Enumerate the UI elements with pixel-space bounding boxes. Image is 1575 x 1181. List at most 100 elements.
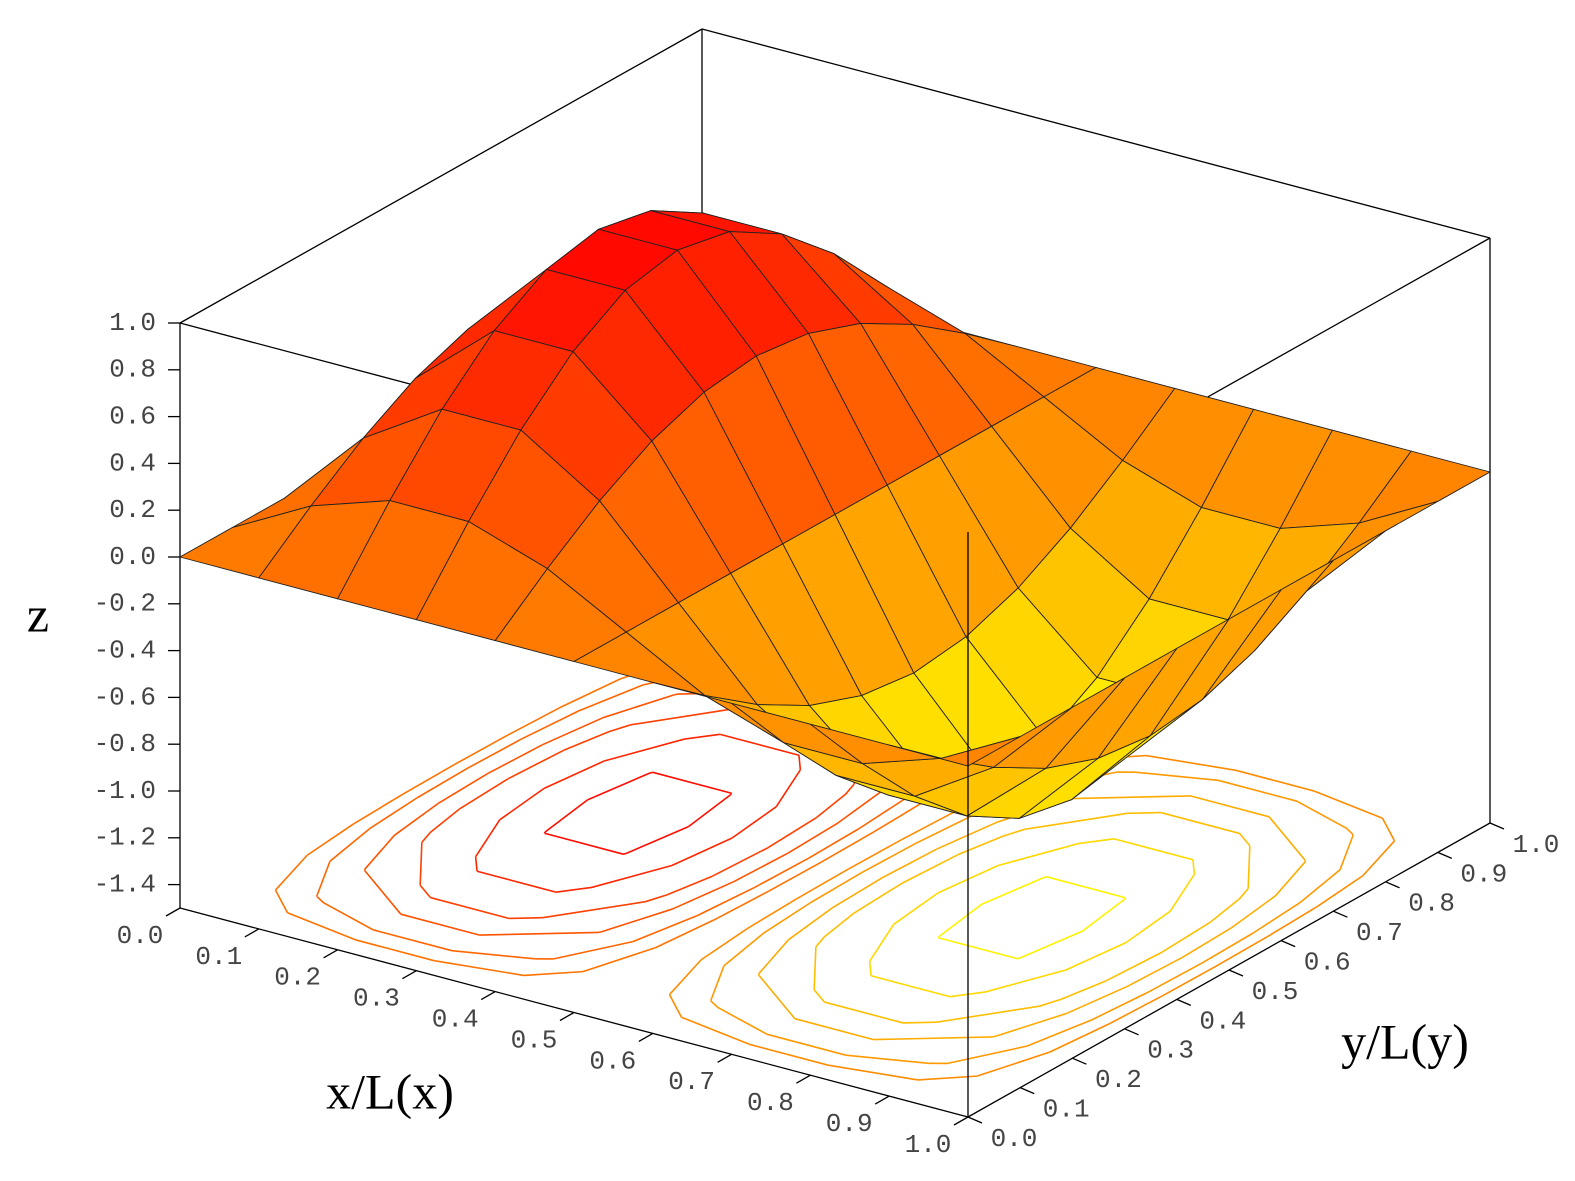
y-tick [1124, 1028, 1139, 1036]
contour-line [709, 965, 725, 1002]
contour-line [1266, 906, 1318, 938]
contour-line [1113, 838, 1194, 861]
contour-line [717, 1006, 768, 1036]
contour-line [823, 912, 854, 938]
contour-line [1215, 936, 1268, 968]
contour-line [1190, 795, 1270, 818]
contour-line [1274, 861, 1306, 897]
contour-line [1252, 901, 1301, 934]
contour-line [1296, 800, 1347, 829]
contour-line [542, 716, 604, 746]
contour-line [563, 730, 610, 752]
contour-line [881, 848, 937, 879]
contour-line [323, 902, 374, 931]
contour-line [582, 946, 656, 973]
contour-line [903, 1021, 937, 1024]
contour-line [364, 869, 402, 915]
contour-line [666, 875, 713, 896]
contour-line [1201, 932, 1254, 964]
contour-line [1169, 873, 1196, 912]
contour-line [1231, 895, 1276, 929]
contour-line [578, 684, 644, 712]
contour-line [623, 852, 627, 855]
y-tick [1437, 851, 1453, 859]
box-edge [701, 28, 1491, 239]
contour-line [813, 946, 817, 990]
y-tick-label: 0.9 [1460, 859, 1507, 889]
contour-line [1247, 845, 1251, 889]
contour-line [763, 901, 812, 934]
contour-line [1065, 941, 1127, 971]
contour-line [848, 839, 902, 870]
x-tick-label: 0.4 [432, 1004, 479, 1034]
contour-line [1239, 832, 1251, 847]
contour-line [476, 870, 557, 893]
x-tick [402, 970, 417, 980]
contour-line [957, 835, 1004, 856]
x-tick-label: 1.0 [905, 1130, 952, 1160]
contour-line [523, 970, 583, 977]
contour-line [1125, 910, 1171, 944]
y-tick-label: 0.6 [1304, 947, 1351, 977]
contour-line [1002, 828, 1025, 837]
contour-line [1127, 811, 1161, 815]
contour-line [474, 819, 501, 858]
contour-line [603, 693, 676, 719]
contour-line [1017, 957, 1021, 960]
contour-line [687, 793, 732, 828]
contour-line [429, 808, 460, 833]
contour-line [713, 890, 770, 921]
contour-line [946, 1045, 1028, 1065]
x-tick-label: 0.1 [195, 942, 242, 972]
z-tick-label: -0.2 [94, 589, 156, 619]
contour-line [479, 931, 599, 936]
z-tick-label: 0.6 [109, 401, 156, 431]
contour-line [1039, 998, 1062, 1007]
contour-line [810, 871, 863, 904]
contour-line [1046, 876, 1126, 899]
contour-line [506, 705, 563, 737]
contour-line [608, 724, 631, 733]
contour-line [509, 916, 543, 920]
contour-line [1043, 876, 1047, 879]
contour-line [1024, 812, 1128, 831]
contour-line [544, 832, 624, 855]
contour-line [981, 876, 1044, 906]
y-tick [1228, 969, 1244, 977]
contour-line [872, 801, 924, 834]
contour-line [1071, 795, 1191, 800]
contour-line [900, 810, 957, 841]
contour-line [831, 877, 883, 909]
x-tick [559, 1011, 575, 1022]
contour-line [630, 708, 734, 726]
contour-line [681, 1016, 750, 1046]
contour-line [767, 816, 818, 849]
contour-line [798, 755, 802, 770]
contour-line [915, 814, 973, 845]
y-axis-label: y/L(y) [1341, 1013, 1469, 1069]
x-tick-label: 0.3 [353, 984, 400, 1014]
contour-line [507, 749, 565, 780]
y-tick-label: 0.3 [1147, 1036, 1194, 1066]
y-tick-label: 0.5 [1252, 977, 1299, 1007]
contour-line [723, 932, 765, 967]
contour-line [1235, 769, 1315, 792]
x-tick [638, 1032, 654, 1042]
contour-line [1026, 1019, 1092, 1047]
contour-line [768, 861, 822, 892]
z-tick-label: 0.0 [109, 542, 156, 572]
contour-line [1105, 951, 1163, 982]
x-tick [953, 1116, 969, 1126]
contour-line [1162, 965, 1216, 997]
y-tick [1019, 1087, 1035, 1095]
contour-line [1345, 827, 1354, 836]
contour-line [697, 886, 755, 917]
y-tick-label: 0.7 [1356, 918, 1403, 948]
contour-line [668, 959, 702, 996]
contour-line [1217, 779, 1298, 802]
z-tick-label: 1.0 [109, 308, 156, 338]
contour-line [766, 1033, 847, 1056]
contour-line [1049, 1023, 1109, 1053]
y-tick [1176, 998, 1192, 1006]
contour-line [1268, 816, 1306, 862]
